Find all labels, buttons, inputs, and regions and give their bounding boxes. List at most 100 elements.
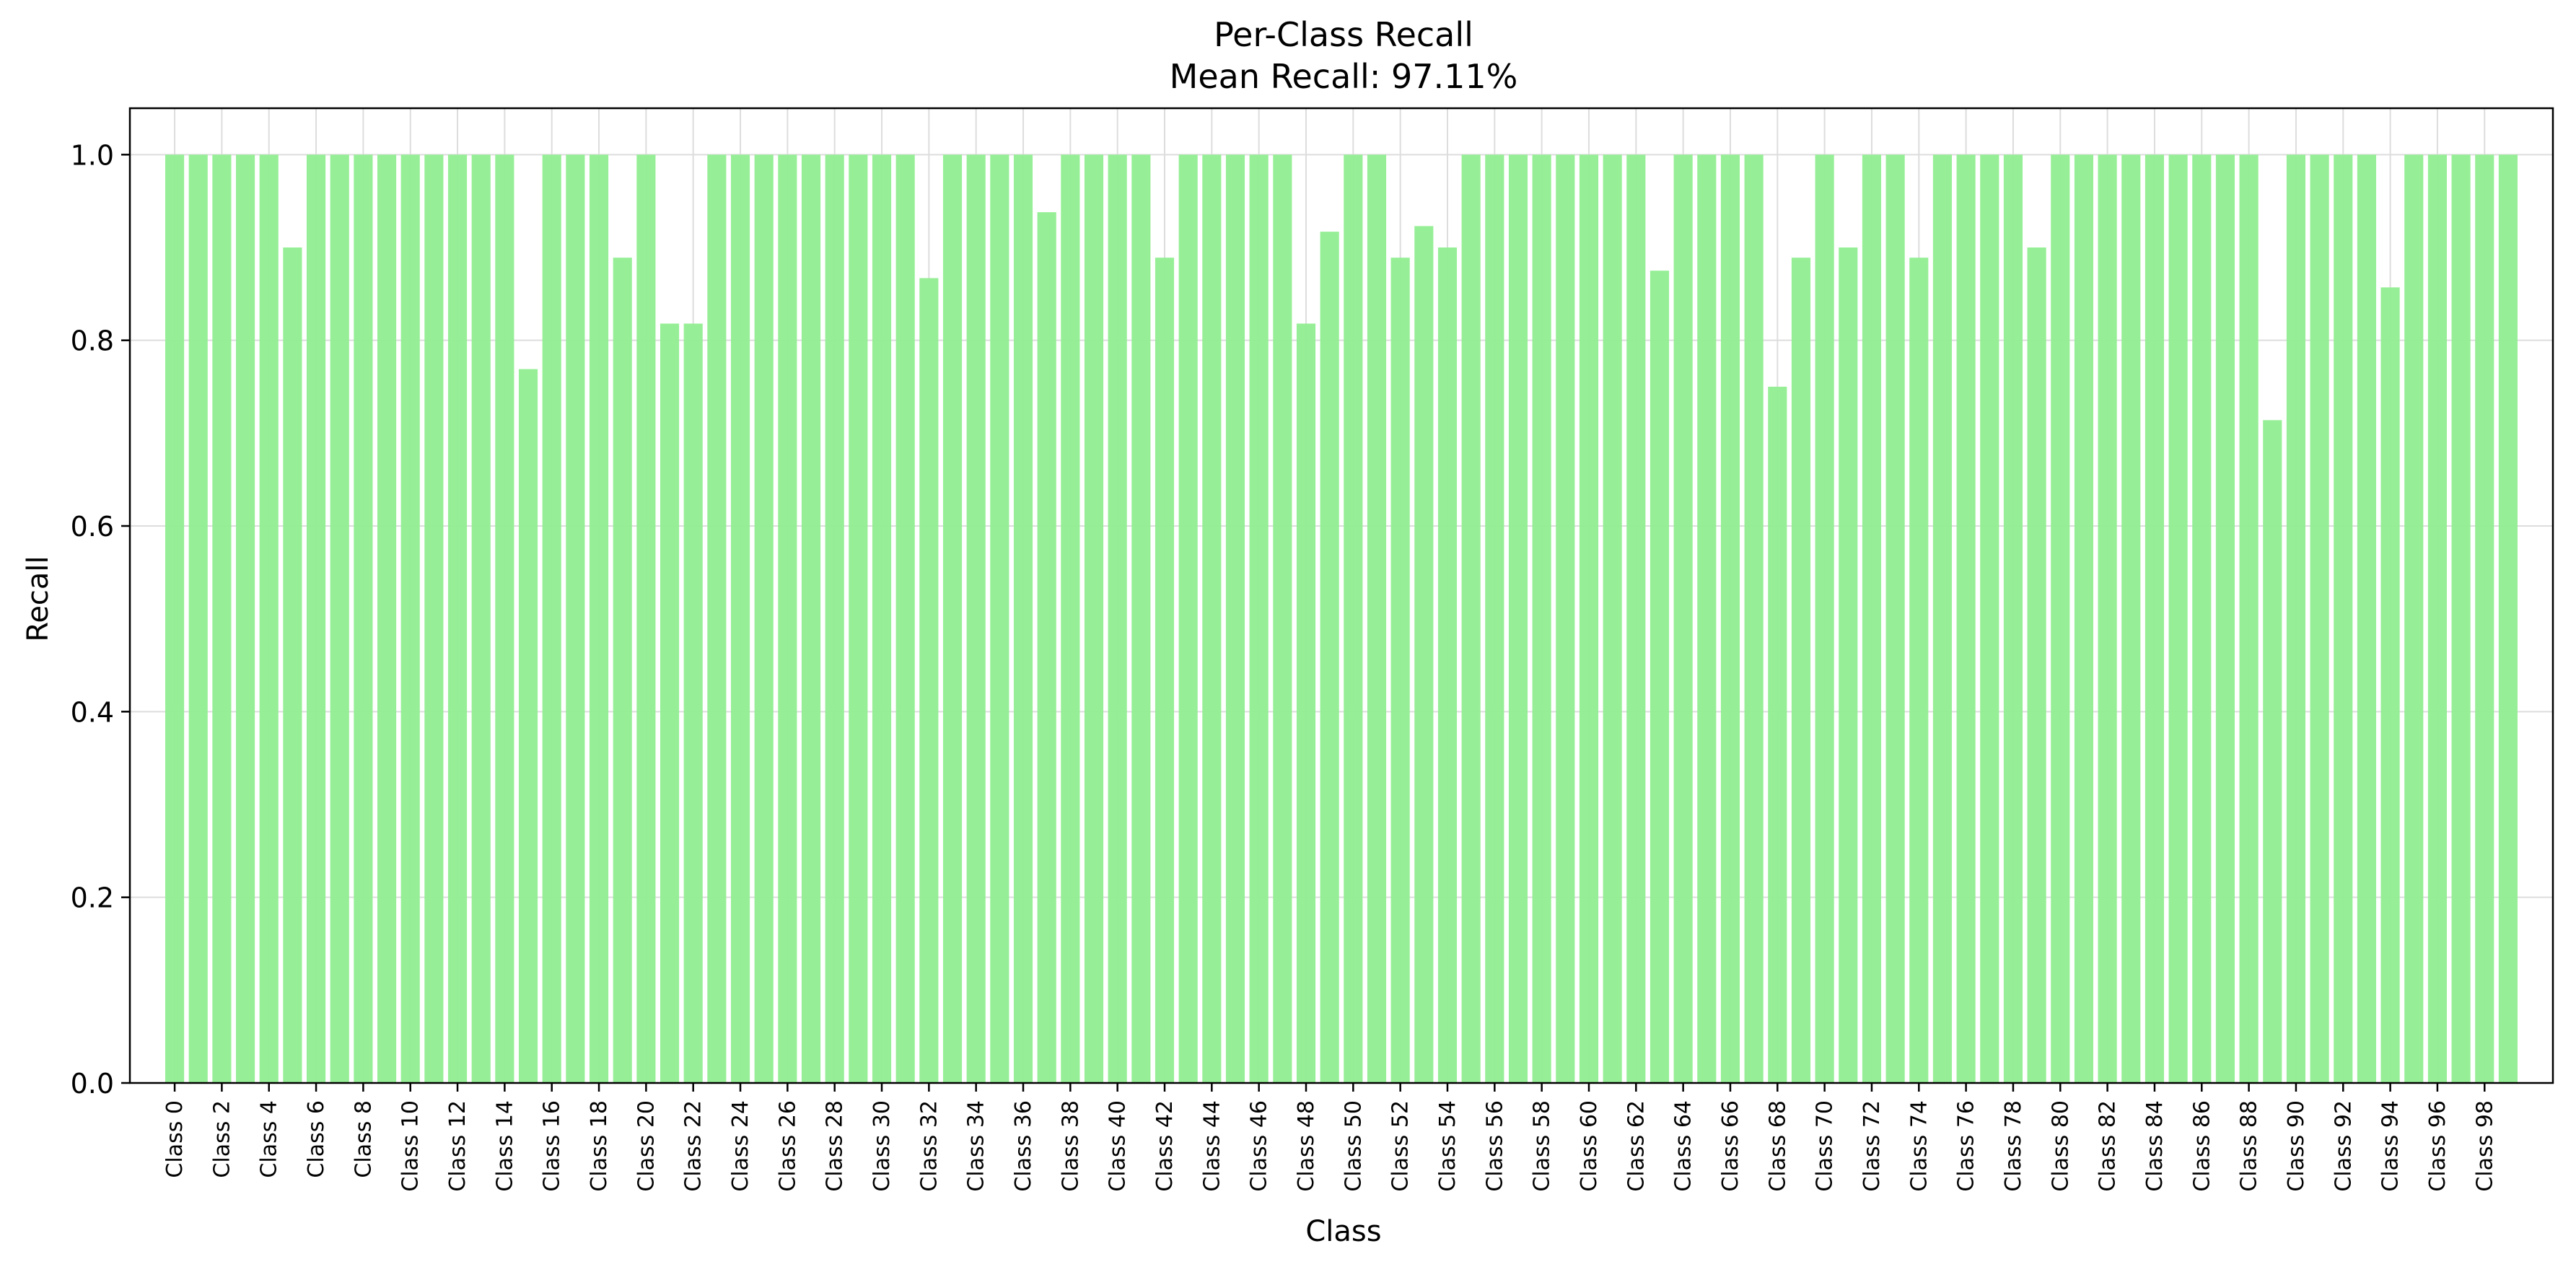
bar: [188, 154, 208, 1083]
bar: [1202, 154, 1222, 1083]
bar: [1013, 154, 1033, 1083]
bar: [1508, 154, 1528, 1083]
bar: [1108, 154, 1127, 1083]
bar: [2427, 154, 2448, 1083]
x-tick-label: Class 16: [540, 1100, 565, 1192]
bar: [990, 154, 1009, 1083]
bar: [1862, 154, 1882, 1083]
x-tick-label: Class 28: [823, 1100, 848, 1192]
bar: [1367, 154, 1387, 1083]
x-tick-label: Class 0: [162, 1100, 188, 1178]
bar: [1084, 154, 1104, 1083]
bar: [2098, 154, 2117, 1083]
y-axis-label: Recall: [22, 556, 55, 641]
x-tick-label: Class 52: [1388, 1100, 1414, 1192]
x-tick-label: Class 74: [1906, 1100, 1932, 1192]
x-tick-label: Class 68: [1765, 1100, 1790, 1192]
bar: [730, 154, 750, 1083]
bar: [1037, 212, 1056, 1083]
bar: [1556, 154, 1575, 1083]
x-tick-label: Class 48: [1294, 1100, 1319, 1192]
x-tick-label: Class 10: [398, 1100, 424, 1192]
x-tick-label: Class 22: [681, 1100, 706, 1192]
bar: [2027, 247, 2046, 1083]
bar: [354, 154, 373, 1083]
bar: [1390, 258, 1410, 1083]
x-tick-label: Class 78: [2001, 1100, 2026, 1192]
x-tick-label: Class 66: [1718, 1100, 1743, 1192]
bar: [683, 323, 703, 1084]
bar: [212, 154, 232, 1083]
bar: [471, 154, 491, 1083]
bar: [2286, 154, 2306, 1083]
bar: [542, 154, 561, 1083]
bar: [2475, 154, 2494, 1083]
x-axis-label: Class: [1305, 1215, 1381, 1248]
bar: [2239, 154, 2259, 1083]
bar: [1461, 154, 1481, 1083]
x-tick-label: Class 94: [2378, 1100, 2404, 1192]
x-tick-label: Class 6: [304, 1100, 329, 1178]
bar: [1437, 247, 1458, 1083]
bar: [1155, 258, 1175, 1083]
y-axis-ticks: 0.0 0.2 0.4 0.6 0.8 1.0: [71, 139, 130, 1100]
bar: [495, 154, 514, 1083]
x-tick-label: Class 34: [964, 1100, 989, 1192]
bar: [400, 154, 420, 1083]
bar: [872, 154, 892, 1083]
bar: [2404, 154, 2424, 1083]
bar: [1344, 154, 1363, 1083]
x-tick-label: Class 46: [1247, 1100, 1272, 1192]
bar: [919, 278, 939, 1084]
bar: [849, 154, 868, 1083]
x-tick-label: Class 32: [916, 1100, 942, 1192]
bar: [2145, 154, 2165, 1083]
bar: [2168, 154, 2188, 1083]
bar: [377, 154, 397, 1083]
bar: [235, 154, 255, 1083]
x-tick-label: Class 58: [1530, 1100, 1555, 1192]
bar: [1061, 154, 1080, 1083]
x-tick-label: Class 2: [209, 1100, 235, 1178]
x-tick-label: Class 98: [2472, 1100, 2497, 1192]
bar: [1131, 154, 1151, 1083]
bar: [942, 154, 963, 1083]
bar: [1791, 258, 1811, 1083]
bar: [2357, 154, 2377, 1083]
x-tick-label: Class 40: [1105, 1100, 1131, 1192]
x-tick-label: Class 26: [775, 1100, 800, 1192]
bar: [2310, 154, 2329, 1083]
bar: [1532, 154, 1551, 1083]
x-tick-label: Class 80: [2048, 1100, 2073, 1192]
bar: [660, 323, 680, 1084]
x-tick-label: Class 4: [257, 1100, 282, 1178]
bar: [1980, 154, 1999, 1083]
chart-title: Per-Class Recall: [1214, 15, 1473, 54]
bar: [306, 154, 326, 1083]
bar: [1885, 154, 1905, 1083]
bar: [825, 154, 844, 1083]
bar: [778, 154, 797, 1083]
bar: [2380, 287, 2400, 1083]
bar: [2215, 154, 2235, 1083]
bars: [165, 154, 2518, 1084]
bar: [1603, 154, 1622, 1083]
bar: [2192, 154, 2212, 1083]
x-tick-label: Class 82: [2095, 1100, 2121, 1192]
x-tick-label: Class 56: [1482, 1100, 1507, 1192]
y-tick-label: 0.8: [71, 325, 114, 357]
x-axis-ticks: Class 0 Class 2 Class 4 Class 6 Class 8 Class…: [162, 1083, 2497, 1192]
bar: [1839, 247, 1858, 1083]
x-tick-label: Class 86: [2189, 1100, 2214, 1192]
x-tick-label: Class 44: [1199, 1100, 1225, 1192]
x-tick-label: Class 20: [634, 1100, 659, 1192]
bar: [1579, 154, 1599, 1083]
bar: [1673, 154, 1693, 1083]
bar: [1485, 154, 1504, 1083]
x-tick-label: Class 24: [728, 1100, 753, 1192]
x-tick-label: Class 64: [1671, 1100, 1696, 1192]
bar: [1225, 154, 1245, 1083]
y-tick-label: 0.4: [71, 696, 114, 728]
x-tick-label: Class 88: [2237, 1100, 2262, 1192]
